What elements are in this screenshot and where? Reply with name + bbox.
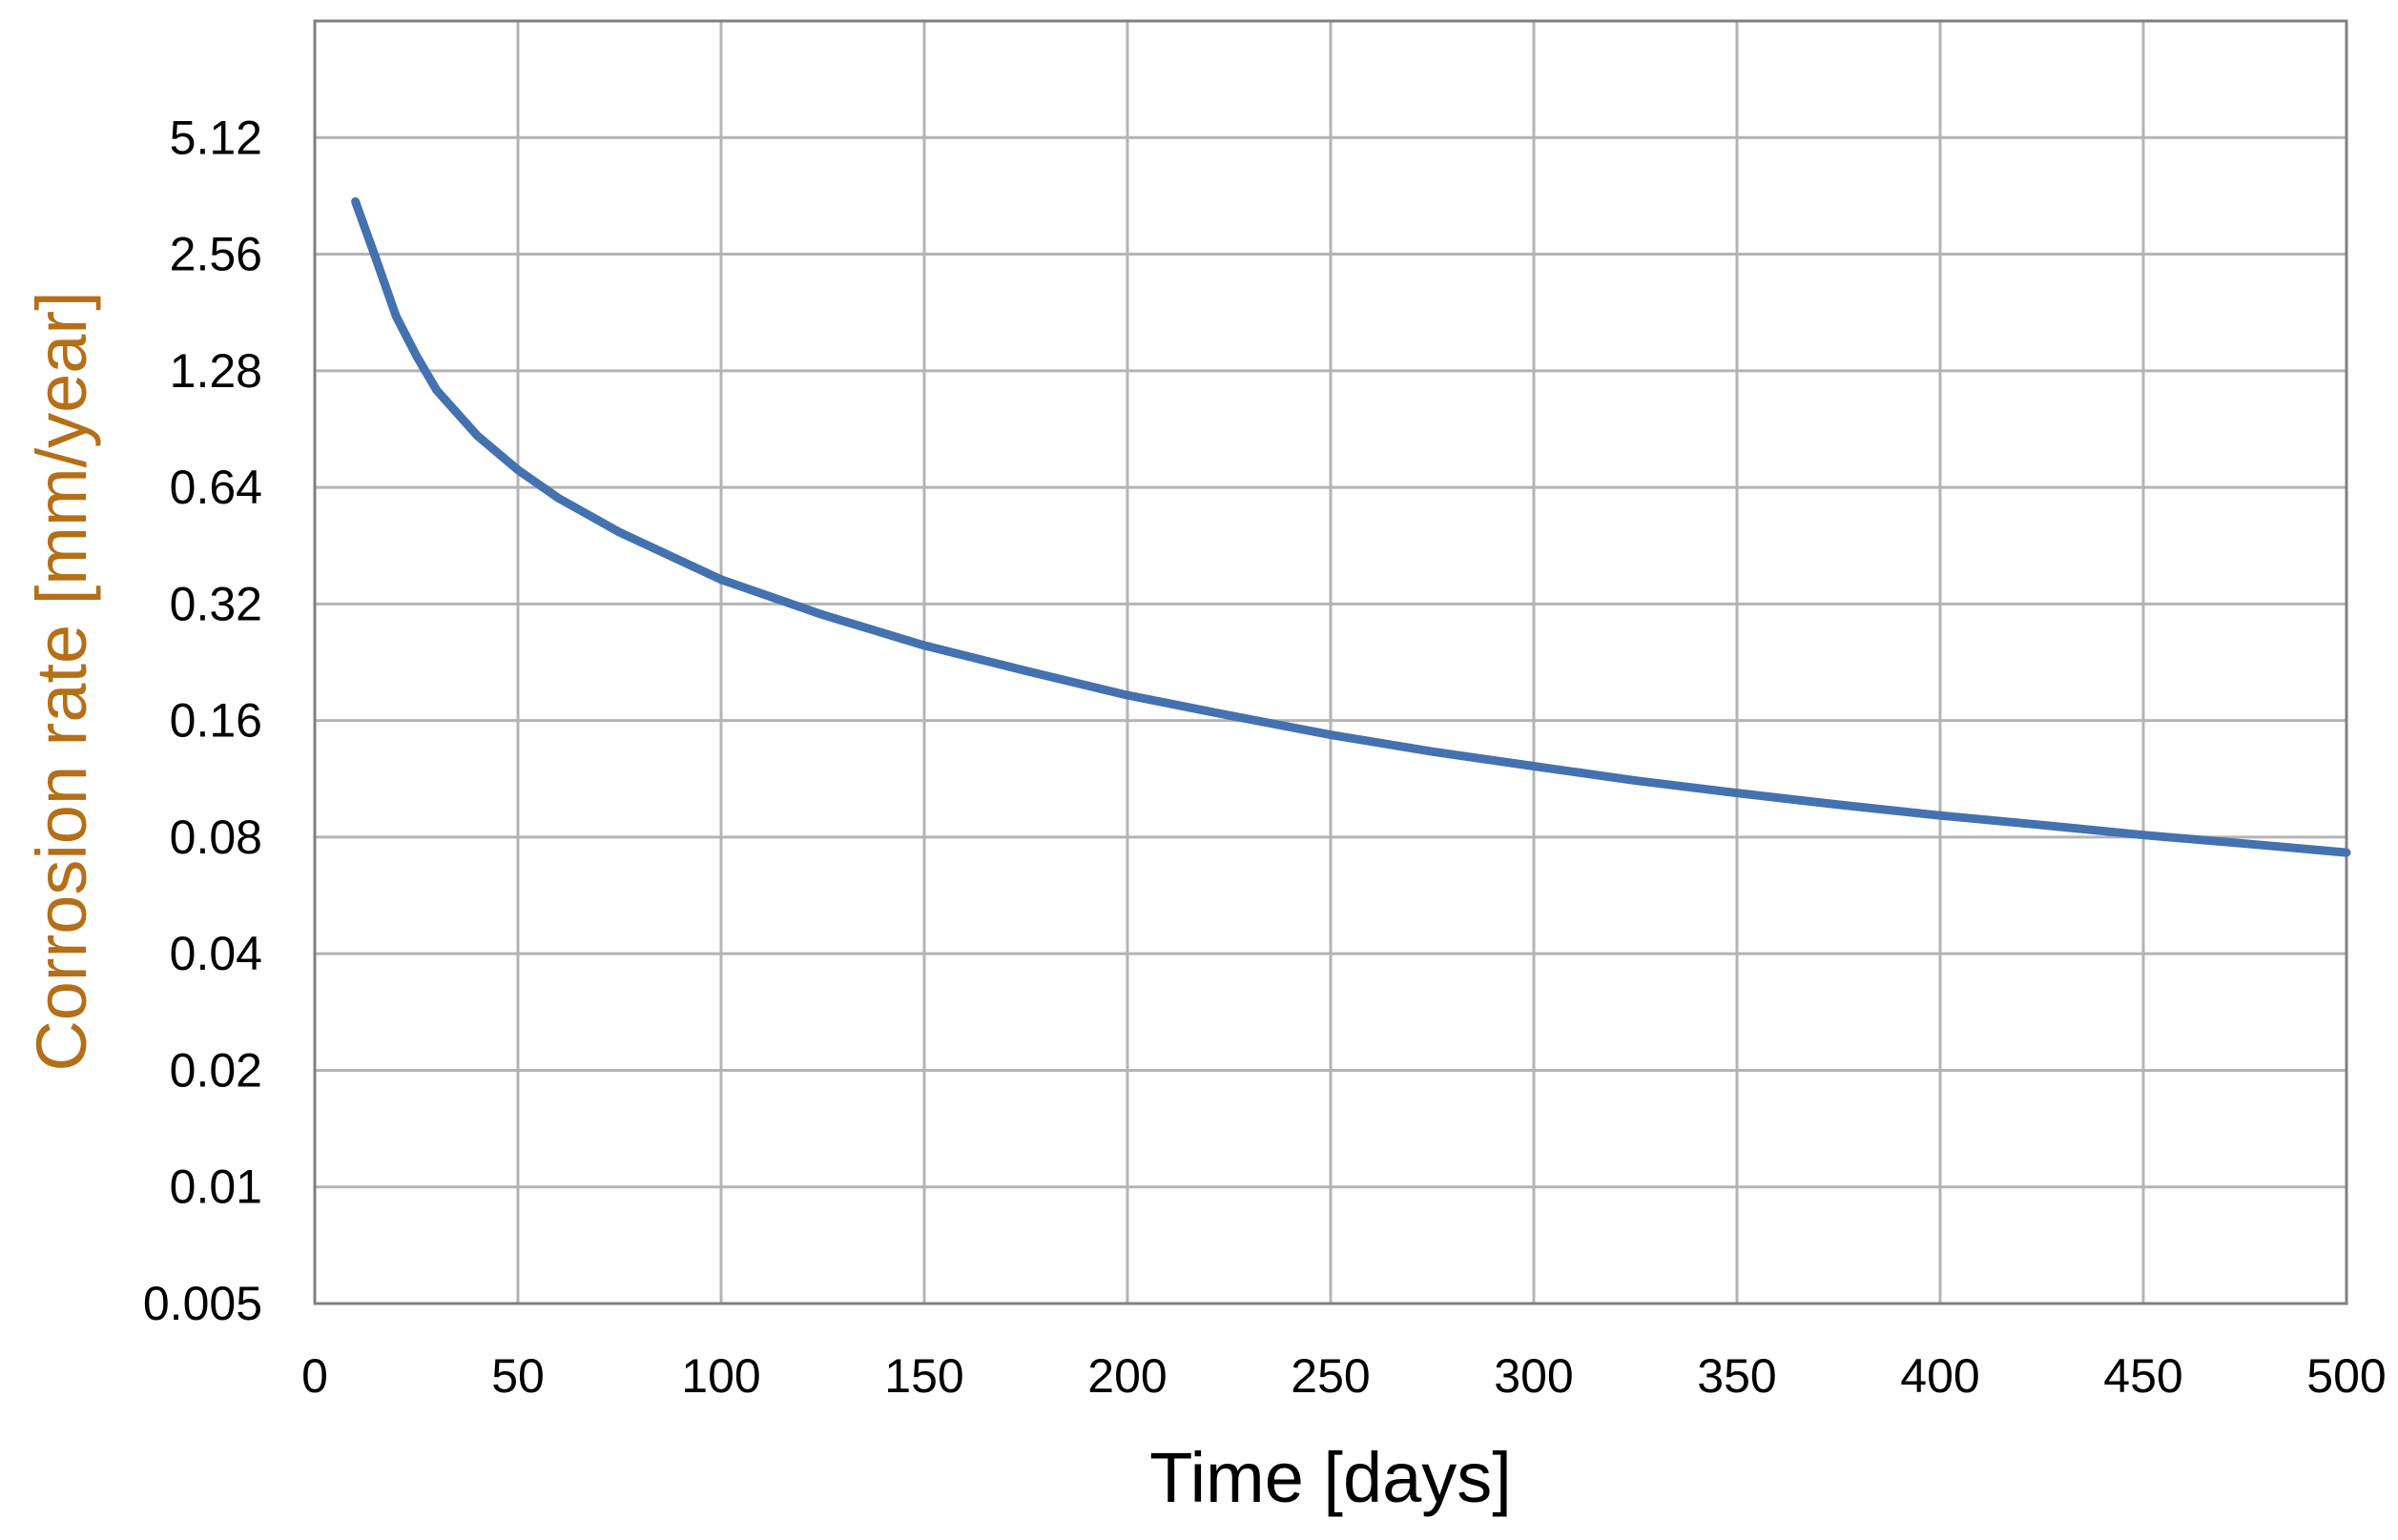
y-tick-label: 2.56 bbox=[170, 228, 262, 281]
x-tick-label: 350 bbox=[1697, 1349, 1776, 1403]
series-line bbox=[351, 196, 2351, 857]
x-tick-label: 100 bbox=[681, 1349, 760, 1403]
y-tick-label: 0.04 bbox=[170, 927, 262, 980]
x-tick-label: 250 bbox=[1291, 1349, 1370, 1403]
x-tick-label: 200 bbox=[1087, 1349, 1167, 1403]
y-tick-label: 0.01 bbox=[170, 1160, 262, 1214]
x-tick-label: 150 bbox=[884, 1349, 963, 1403]
x-tick-label: 50 bbox=[491, 1349, 545, 1403]
y-tick-label: 0.08 bbox=[170, 811, 262, 864]
y-tick-label: 0.16 bbox=[170, 694, 262, 748]
grid-lines bbox=[313, 21, 2348, 1305]
x-tick-label: 300 bbox=[1494, 1349, 1573, 1403]
y-tick-label: 0.32 bbox=[170, 577, 262, 630]
x-tick-label: 400 bbox=[1900, 1349, 1979, 1403]
x-tick-label: 500 bbox=[2306, 1349, 2386, 1403]
y-tick-label: 1.28 bbox=[170, 344, 262, 398]
plot-frame bbox=[313, 19, 2348, 1305]
y-tick-label: 0.005 bbox=[143, 1277, 262, 1330]
x-tick-labels: 0 50 100 150 200 250 300 350 400 450 500 bbox=[301, 1349, 2387, 1403]
y-tick-label: 5.12 bbox=[170, 111, 262, 164]
x-axis-title: Time [days] bbox=[1149, 1438, 1512, 1517]
y-axis-title: Corrosion rate [mm/year] bbox=[22, 291, 101, 1071]
x-tick-label: 0 bbox=[301, 1349, 328, 1403]
y-tick-label: 0.02 bbox=[170, 1043, 262, 1097]
x-tick-label: 450 bbox=[2103, 1349, 2182, 1403]
y-tick-label: 0.64 bbox=[170, 461, 262, 514]
y-tick-labels: 0.005 0.01 0.02 0.04 0.08 0.16 0.32 0.64 1.28 2.5… bbox=[143, 111, 262, 1330]
